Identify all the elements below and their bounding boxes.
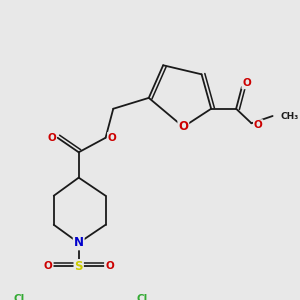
Text: O: O — [242, 78, 251, 88]
Text: N: N — [74, 236, 84, 249]
Text: O: O — [47, 133, 56, 143]
Text: O: O — [44, 262, 52, 272]
Text: O: O — [105, 262, 114, 272]
Text: O: O — [178, 120, 188, 134]
Text: S: S — [74, 260, 83, 273]
Text: CH₃: CH₃ — [280, 112, 298, 121]
Text: O: O — [254, 120, 262, 130]
Text: Cl: Cl — [136, 294, 148, 300]
Text: Cl: Cl — [14, 294, 25, 300]
Text: O: O — [108, 133, 117, 143]
